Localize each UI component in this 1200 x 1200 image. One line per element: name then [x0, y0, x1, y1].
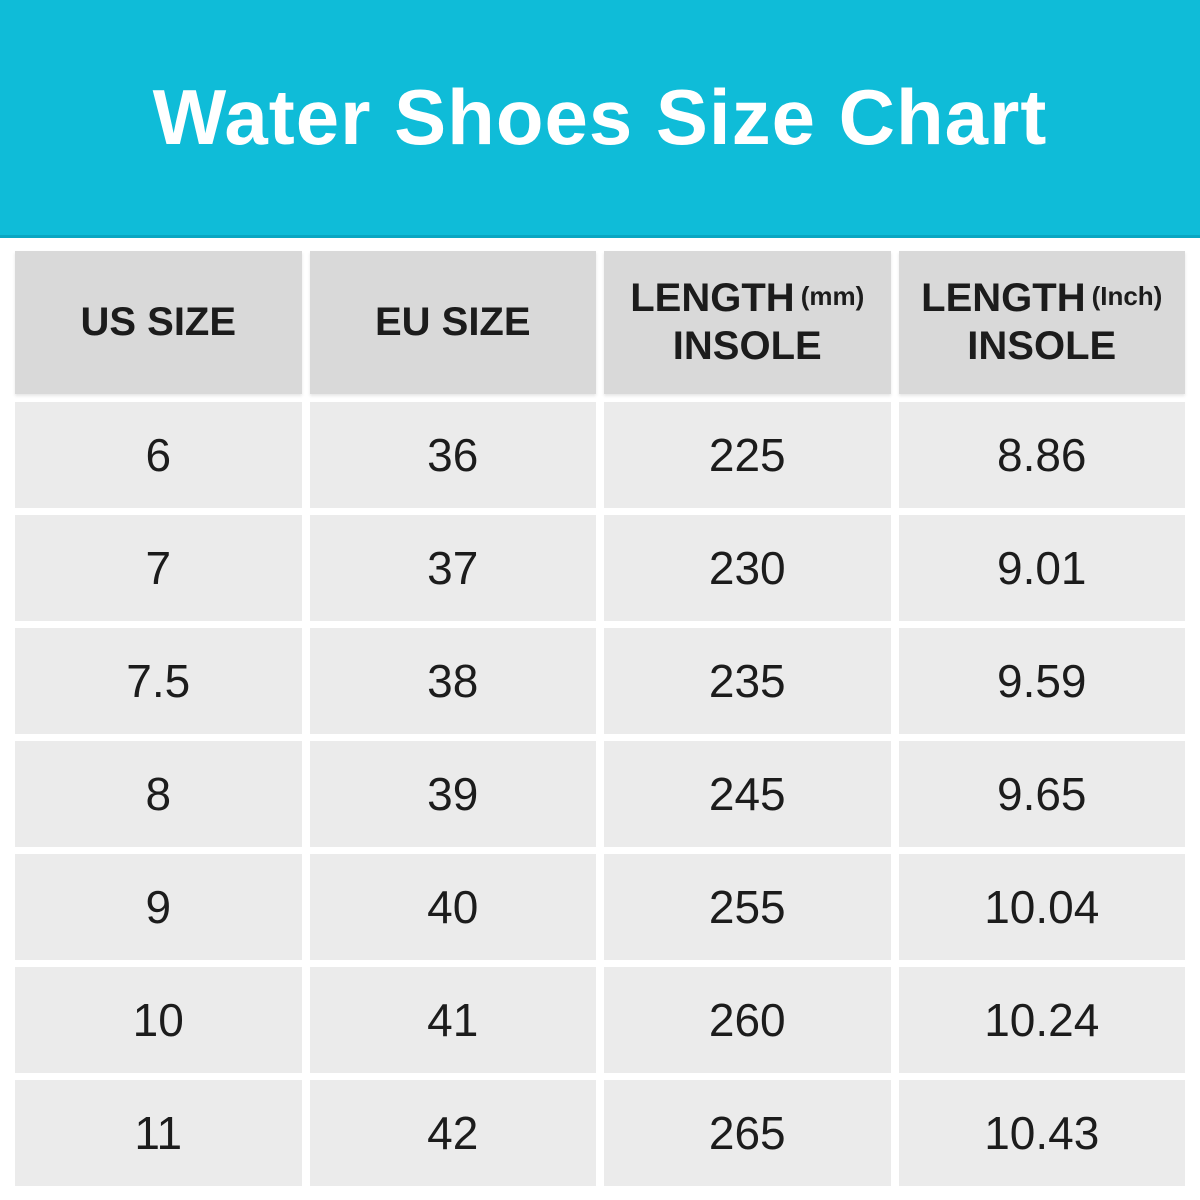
column-header-label: LENGTH (Inch) — [921, 276, 1163, 321]
cell-length-mm: 235 — [604, 628, 891, 734]
table-row: 11 42 265 10.43 — [15, 1080, 1185, 1186]
cell-eu-size: 39 — [309, 741, 596, 847]
column-header-label: LENGTH (mm) — [630, 276, 865, 321]
column-header-label: EU SIZE — [374, 299, 531, 344]
cell-us-size: 9 — [15, 854, 302, 960]
cell-length-mm: 265 — [604, 1080, 891, 1186]
cell-length-inch: 10.24 — [898, 967, 1185, 1073]
cell-eu-size: 40 — [309, 854, 596, 960]
table-row: 9 40 255 10.04 — [15, 854, 1185, 960]
unit-label: (mm) — [800, 281, 865, 312]
cell-eu-size: 41 — [309, 967, 596, 1073]
cell-eu-size: 36 — [309, 402, 596, 508]
table-row: 10 41 260 10.24 — [15, 967, 1185, 1073]
cell-eu-size: 37 — [309, 515, 596, 621]
cell-us-size: 6 — [15, 402, 302, 508]
column-header-sublabel: INSOLE — [672, 323, 822, 368]
cell-us-size: 10 — [15, 967, 302, 1073]
cell-eu-size: 42 — [309, 1080, 596, 1186]
cell-length-inch: 9.65 — [898, 741, 1185, 847]
table-row: 6 36 225 8.86 — [15, 402, 1185, 508]
cell-length-inch: 10.43 — [898, 1080, 1185, 1186]
cell-length-inch: 9.01 — [898, 515, 1185, 621]
column-header-us-size: US SIZE — [15, 251, 302, 394]
cell-us-size: 8 — [15, 741, 302, 847]
cell-length-mm: 260 — [604, 967, 891, 1073]
unit-label: (Inch) — [1091, 281, 1163, 312]
column-header-eu-size: EU SIZE — [309, 251, 596, 394]
banner: Water Shoes Size Chart — [0, 0, 1200, 238]
cell-length-mm: 225 — [604, 402, 891, 508]
cell-length-mm: 255 — [604, 854, 891, 960]
cell-length-inch: 8.86 — [898, 402, 1185, 508]
table-header-row: US SIZE EU SIZE LENGTH (mm) INSOLE LENGTH… — [15, 251, 1185, 394]
column-header-label: US SIZE — [80, 299, 237, 344]
page-title: Water Shoes Size Chart — [152, 73, 1048, 161]
column-header-sublabel: INSOLE — [967, 323, 1117, 368]
table-row: 7.5 38 235 9.59 — [15, 628, 1185, 734]
size-table: US SIZE EU SIZE LENGTH (mm) INSOLE LENGTH… — [15, 251, 1185, 1186]
column-header-length-mm: LENGTH (mm) INSOLE — [604, 251, 891, 394]
cell-length-mm: 245 — [604, 741, 891, 847]
cell-length-inch: 9.59 — [898, 628, 1185, 734]
cell-length-mm: 230 — [604, 515, 891, 621]
cell-eu-size: 38 — [309, 628, 596, 734]
column-header-length-inch: LENGTH (Inch) INSOLE — [898, 251, 1185, 394]
cell-length-inch: 10.04 — [898, 854, 1185, 960]
table-row: 8 39 245 9.65 — [15, 741, 1185, 847]
table-row: 7 37 230 9.01 — [15, 515, 1185, 621]
cell-us-size: 11 — [15, 1080, 302, 1186]
cell-us-size: 7 — [15, 515, 302, 621]
cell-us-size: 7.5 — [15, 628, 302, 734]
